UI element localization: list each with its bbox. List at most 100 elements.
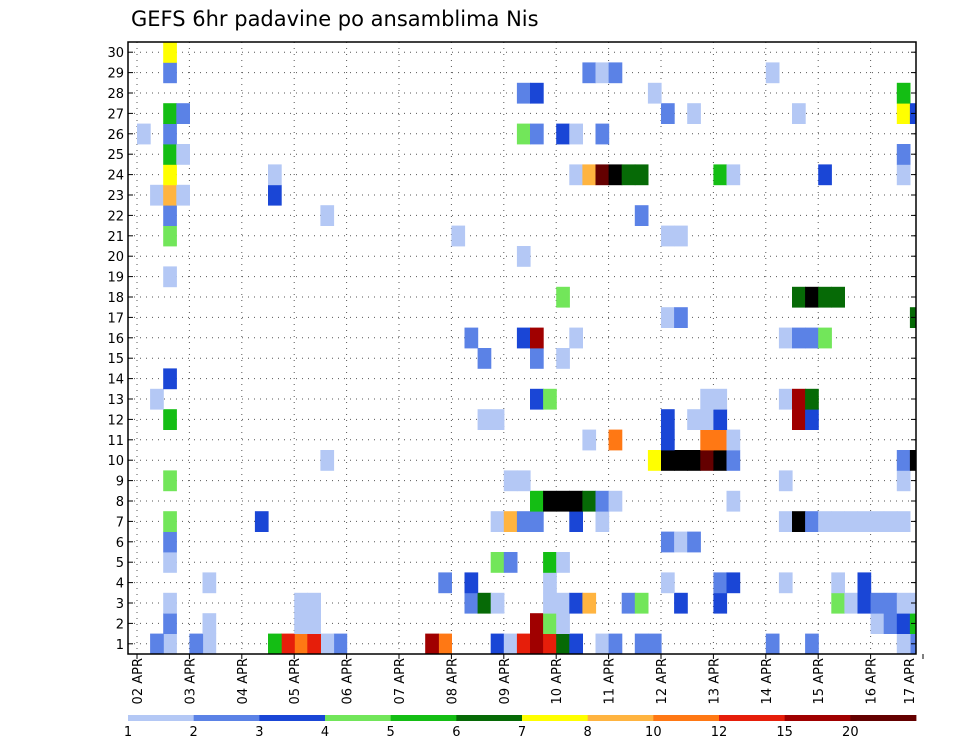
heatmap-cell xyxy=(530,327,544,349)
y-tick-label: 8 xyxy=(116,495,124,510)
x-tick-label: 16 APR xyxy=(865,658,880,704)
heatmap-cell xyxy=(896,511,911,532)
heatmap-cell xyxy=(713,164,728,186)
heatmap-cell xyxy=(870,613,885,634)
heatmap-cell xyxy=(844,592,859,614)
heatmap-cell xyxy=(516,246,531,267)
heatmap-cell xyxy=(163,123,177,145)
heatmap-cell xyxy=(661,225,675,247)
heatmap-cell xyxy=(805,286,819,308)
heatmap-cell xyxy=(647,633,662,655)
colorbar-label: 12 xyxy=(711,725,728,740)
heatmap-cell xyxy=(608,62,623,84)
heatmap-cell xyxy=(661,307,675,328)
heatmap-cell xyxy=(726,572,741,594)
heatmap-cell xyxy=(490,552,505,573)
heatmap-cell xyxy=(608,429,623,451)
heatmap-cell xyxy=(464,572,479,594)
x-tick-label: 08 APR xyxy=(445,658,460,704)
heatmap-cell xyxy=(582,490,597,512)
heatmap-cell xyxy=(857,572,872,594)
heatmap-cell xyxy=(582,592,597,614)
heatmap-cell xyxy=(661,429,675,451)
heatmap-cell xyxy=(818,327,832,349)
heatmap-cell xyxy=(870,511,885,532)
heatmap-cell xyxy=(307,613,321,634)
heatmap-cell xyxy=(137,123,151,145)
heatmap-cell xyxy=(530,511,544,532)
heatmap-cell xyxy=(163,184,177,206)
heatmap-cell xyxy=(582,62,597,84)
heatmap-cell xyxy=(268,633,282,655)
heatmap-cell xyxy=(202,633,217,655)
heatmap-cell xyxy=(503,511,518,532)
heatmap-cell xyxy=(634,205,649,226)
colorbar-swatch xyxy=(784,715,851,721)
heatmap-cell xyxy=(163,531,177,553)
heatmap-cell xyxy=(294,592,308,614)
heatmap-cell xyxy=(490,511,505,532)
heatmap-cell xyxy=(556,633,570,655)
heatmap-cell xyxy=(438,572,452,594)
colorbar-swatch xyxy=(522,715,589,721)
y-tick-label: 3 xyxy=(116,597,124,612)
heatmap-cell xyxy=(831,572,845,594)
heatmap-cell xyxy=(516,470,531,492)
y-tick-label: 7 xyxy=(116,515,124,530)
x-tick-label: 04 APR xyxy=(236,658,251,704)
y-tick-label: 12 xyxy=(107,413,124,428)
x-tick-label: 02 APR xyxy=(131,658,146,704)
heatmap-cell xyxy=(805,633,819,655)
y-tick-label: 2 xyxy=(116,617,124,632)
heatmap-cell xyxy=(896,470,911,492)
heatmap-cell xyxy=(595,633,610,655)
heatmap-cell xyxy=(477,409,492,430)
heatmap-cell xyxy=(831,592,845,614)
heatmap-cell xyxy=(883,613,898,634)
heatmap-cell xyxy=(595,62,610,84)
x-tick-label: 03 APR xyxy=(183,658,198,704)
heatmap-cell xyxy=(687,409,701,430)
heatmap-cell xyxy=(687,103,701,124)
heatmap-cell xyxy=(700,388,714,410)
colorbar-label: 10 xyxy=(645,725,662,740)
y-tick-label: 11 xyxy=(107,434,124,449)
heatmap-cell xyxy=(530,388,544,410)
heatmap-cell xyxy=(163,409,177,430)
heatmap-cell xyxy=(674,225,688,247)
heatmap-cell xyxy=(687,450,701,471)
heatmap-cell xyxy=(163,470,177,492)
colorbar-label: 2 xyxy=(190,725,198,740)
colorbar-swatch xyxy=(193,715,260,721)
heatmap-cell xyxy=(765,62,780,84)
heatmap-cell xyxy=(595,490,610,512)
heatmap-cell xyxy=(595,511,610,532)
heatmap-cell xyxy=(268,184,282,206)
heatmap-cell xyxy=(687,531,701,553)
heatmap-cell xyxy=(778,388,793,410)
heatmap-cell xyxy=(713,409,728,430)
heatmap-cell xyxy=(608,490,623,512)
colorbar-label: 6 xyxy=(452,725,460,740)
y-tick-label: 26 xyxy=(107,128,124,143)
y-tick-label: 1 xyxy=(116,638,124,653)
heatmap-cell xyxy=(163,368,177,390)
heatmap-cell xyxy=(661,409,675,430)
heatmap-cell xyxy=(320,450,335,471)
heatmap-cell xyxy=(595,164,610,186)
x-tick-label: 11 APR xyxy=(603,658,618,704)
heatmap-cell xyxy=(556,552,570,573)
heatmap-cell xyxy=(150,388,164,410)
y-tick-label: 23 xyxy=(107,189,124,204)
heatmap-cell xyxy=(569,633,583,655)
heatmap-cell xyxy=(307,633,321,655)
y-tick-label: 20 xyxy=(107,250,124,265)
heatmap-cell xyxy=(569,490,583,512)
x-tick-label: 12 APR xyxy=(655,658,670,704)
heatmap-cell xyxy=(163,613,177,634)
colorbar-label: 5 xyxy=(387,725,395,740)
heatmap-cell xyxy=(634,592,649,614)
heatmap-cell xyxy=(556,613,570,634)
heatmap-cell xyxy=(582,164,597,186)
